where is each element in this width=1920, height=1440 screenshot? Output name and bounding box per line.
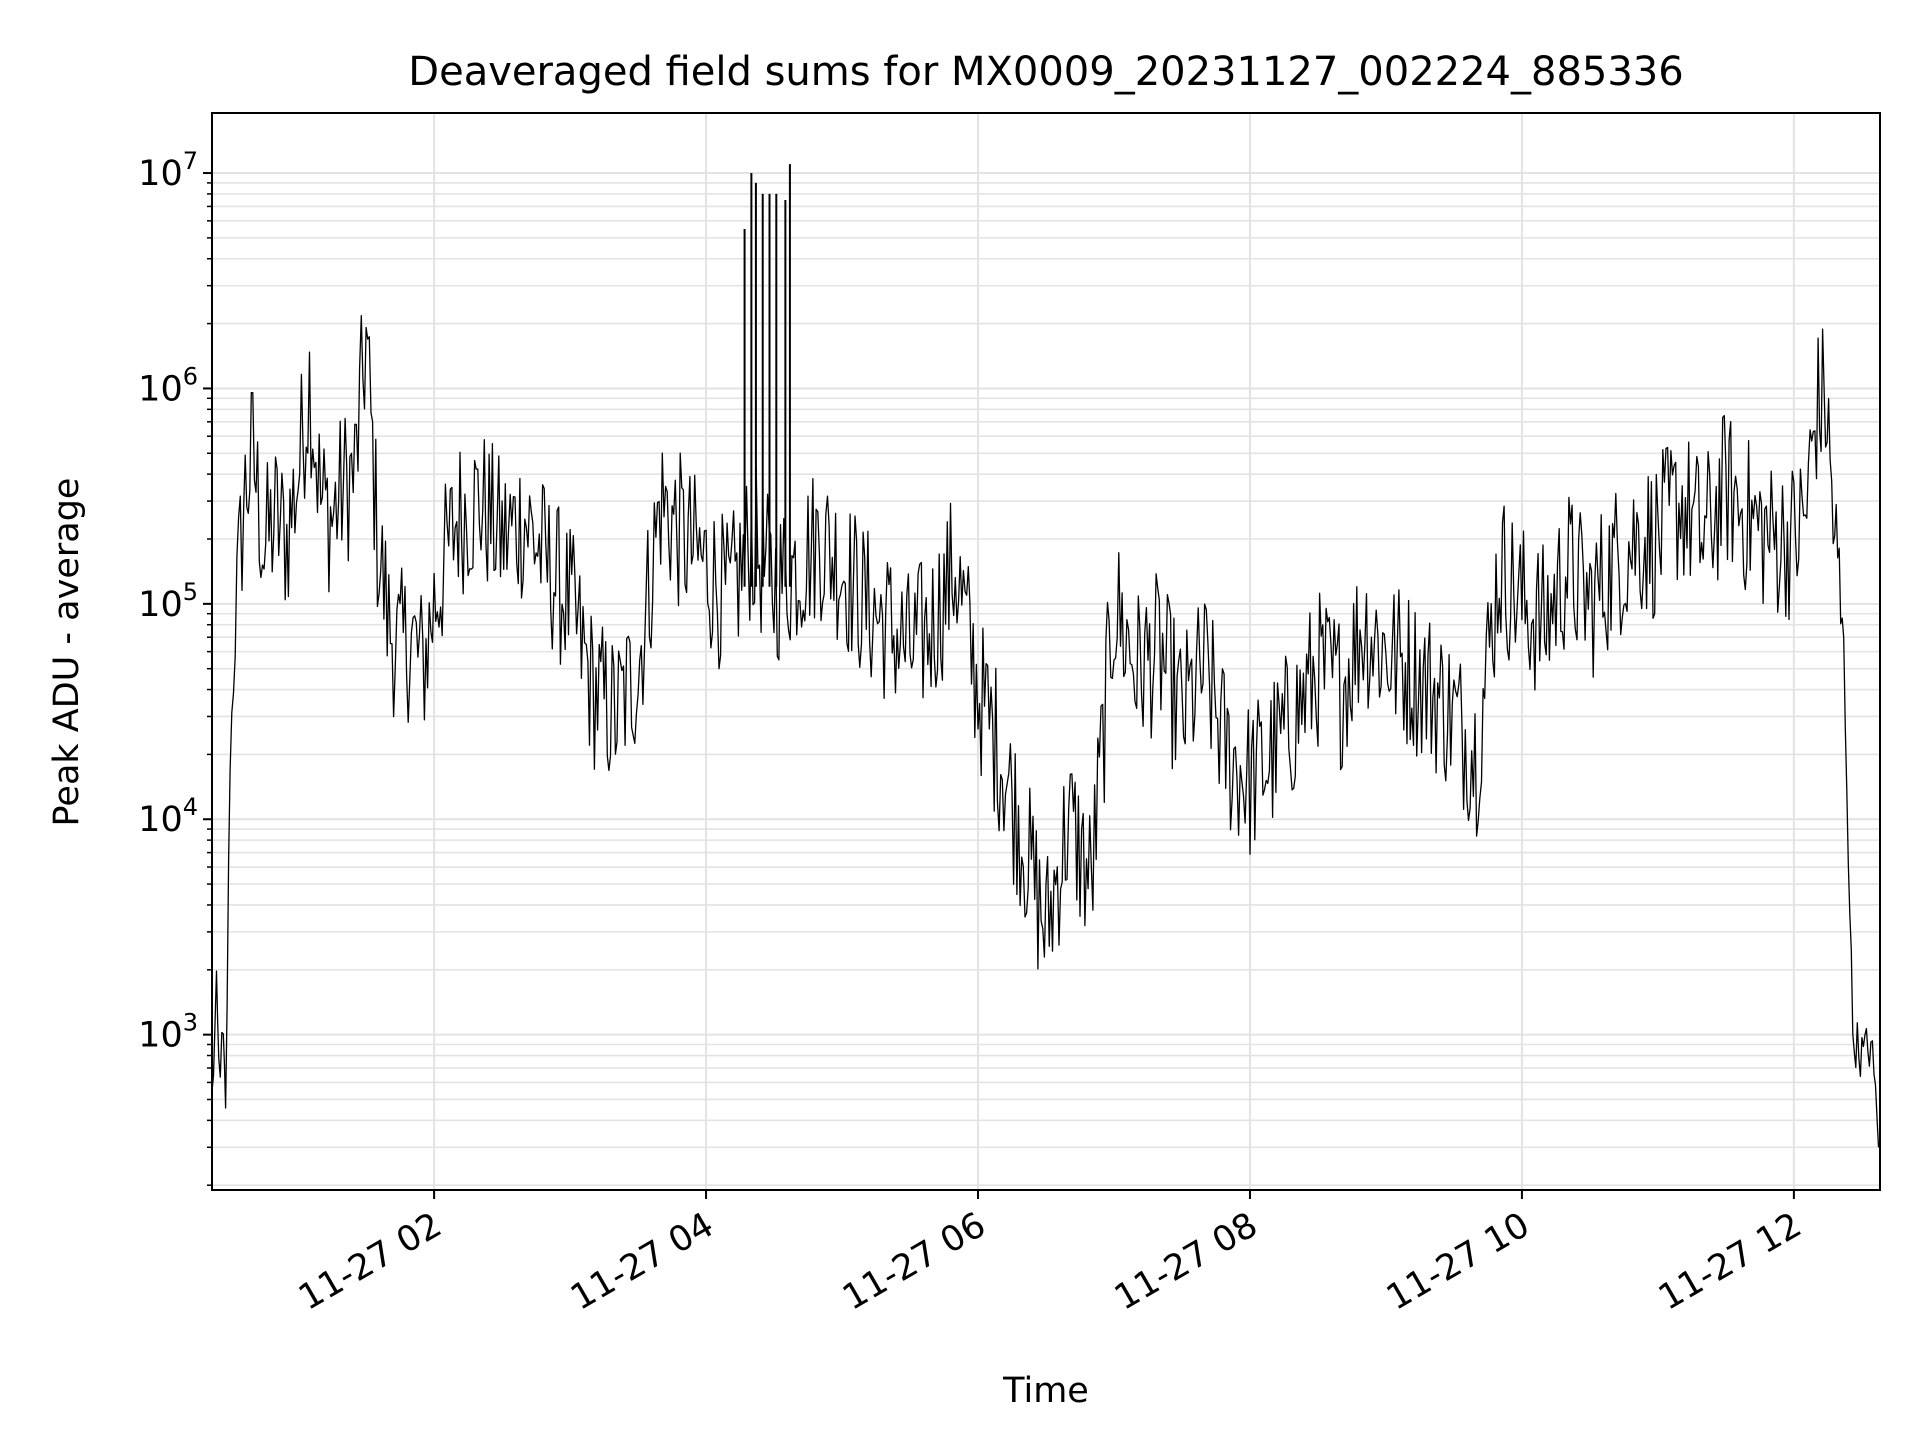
y-tick-label: 105 (138, 578, 198, 625)
y-tick-label: 104 (138, 793, 198, 840)
y-axis-label: Peak ADU - average (47, 478, 87, 827)
grid (212, 113, 1880, 1190)
y-tick-label: 107 (138, 147, 198, 194)
y-tick-label: 103 (138, 1009, 198, 1056)
series-layer (211, 164, 1881, 1148)
chart-title: Deaveraged field sums for MX0009_2023112… (408, 49, 1683, 95)
y-tick-label: 106 (138, 362, 198, 409)
x-axis-label: Time (1002, 1371, 1089, 1411)
series-line (211, 315, 1881, 1148)
